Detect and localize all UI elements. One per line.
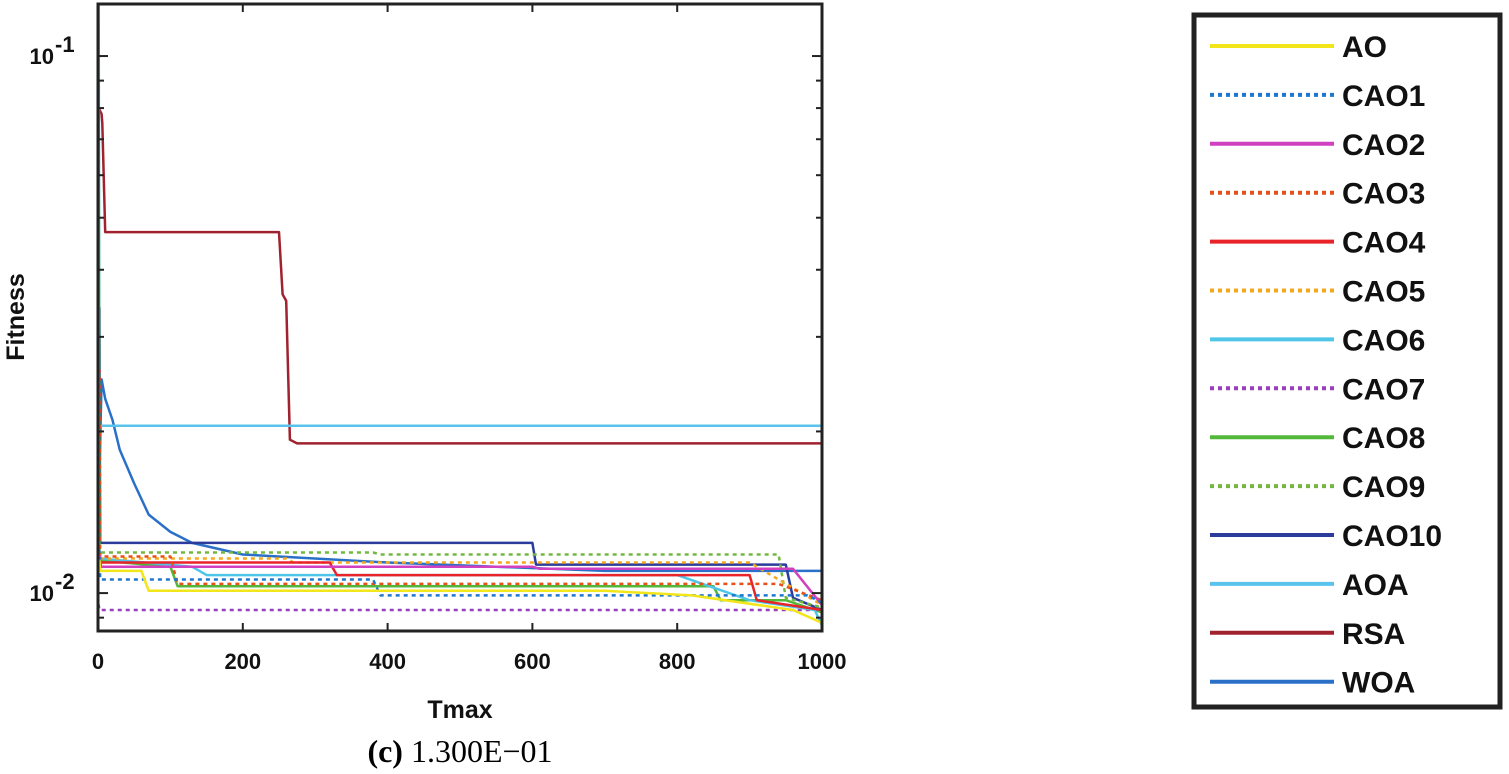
legend-label-cao2: CAO2 — [1342, 129, 1425, 162]
figure-caption: (c) 1.300E−01 — [0, 733, 920, 770]
series-line-cao2 — [98, 555, 822, 606]
x-tick-label: 200 — [224, 649, 261, 674]
series-line-aoa — [98, 4, 822, 427]
legend-label-cao10: CAO10 — [1342, 520, 1442, 553]
caption-label: (c) — [367, 733, 403, 769]
series-line-cao1 — [98, 549, 822, 604]
legend-label-ao: AO — [1342, 31, 1387, 64]
legend-label-cao9: CAO9 — [1342, 471, 1425, 504]
legend-label-cao1: CAO1 — [1342, 80, 1425, 113]
series-line-ao — [98, 559, 822, 625]
legend-label-rsa: RSA — [1342, 618, 1405, 651]
legend-label-cao4: CAO4 — [1342, 227, 1426, 260]
legend-frame — [1191, 12, 1503, 710]
legend-label-aoa: AOA — [1342, 569, 1409, 602]
y-tick-label: 10 — [30, 44, 54, 69]
legend-label-cao8: CAO8 — [1342, 422, 1425, 455]
y-axis-title: Fitness — [2, 273, 30, 361]
series-layer — [98, 4, 822, 627]
plot-frame — [96, 2, 824, 633]
y-tick-exponent: -2 — [55, 569, 75, 594]
y-tick-exponent: -1 — [55, 32, 75, 57]
y-tick-label: 10 — [30, 581, 54, 606]
legend-label-cao7: CAO7 — [1342, 373, 1425, 406]
x-tick-label: 0 — [92, 649, 104, 674]
x-axis-title: Tmax — [427, 696, 492, 724]
legend-label-cao5: CAO5 — [1342, 276, 1425, 309]
series-line-cao5 — [98, 549, 822, 607]
x-tick-label: 1000 — [798, 649, 847, 674]
caption-text: 1.300E−01 — [402, 733, 553, 769]
x-tick-label: 800 — [659, 649, 696, 674]
series-line-cao8 — [98, 79, 822, 614]
legend: AO CAO1 CAO2 CAO3 CAO4 CAO5 CAO6 CAO7 CAO8 CAO9 CA… — [1191, 12, 1503, 710]
series-line-rsa — [98, 106, 822, 445]
legend-label-cao6: CAO6 — [1342, 324, 1425, 357]
x-tick-label: 600 — [514, 649, 551, 674]
x-tick-label: 400 — [369, 649, 406, 674]
legend-label-woa: WOA — [1342, 667, 1415, 700]
series-line-cao7 — [98, 603, 822, 612]
legend-label-cao3: CAO3 — [1342, 178, 1425, 211]
